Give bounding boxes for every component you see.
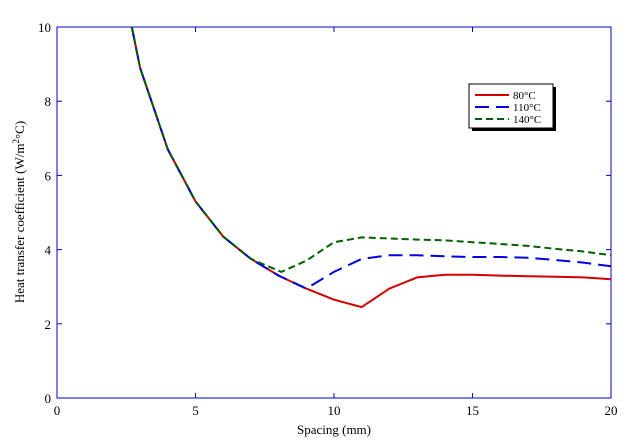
- y-axis-title-tail: °C): [12, 121, 27, 139]
- y-tick-label: 8: [45, 94, 52, 109]
- x-tick-label: 0: [54, 403, 61, 418]
- series-line-0: [130, 26, 612, 309]
- legend-label-2: 140°C: [513, 114, 541, 126]
- y-tick-label: 10: [38, 20, 51, 35]
- legend-label-0: 80°C: [513, 90, 536, 102]
- series-layer: [130, 26, 612, 309]
- x-tick-label: 5: [192, 403, 199, 418]
- y-axis-title-sup: 2: [11, 139, 21, 144]
- y-tick-label: 2: [45, 317, 52, 332]
- y-tick-label: 6: [45, 168, 52, 183]
- x-tick-label: 15: [466, 403, 479, 418]
- x-tick-label: 10: [328, 403, 341, 418]
- y-tick-label: 0: [45, 391, 52, 406]
- y-tick-label: 4: [45, 243, 52, 258]
- x-axis-title: Spacing (mm): [297, 422, 371, 437]
- legend-label-1: 110°C: [513, 102, 541, 114]
- axis-ticks: 0 5 10 15 20 0 2 4 6 8 10: [38, 20, 618, 418]
- y-axis-title-main: Heat transfer coefficient (W/m: [12, 144, 27, 304]
- plot-frame: [56, 26, 612, 399]
- x-tick-label: 20: [605, 403, 618, 418]
- series-line-2: [130, 26, 612, 273]
- series-line-1: [130, 26, 612, 290]
- y-axis-title: Heat transfer coefficient (W/m2°C): [11, 121, 27, 303]
